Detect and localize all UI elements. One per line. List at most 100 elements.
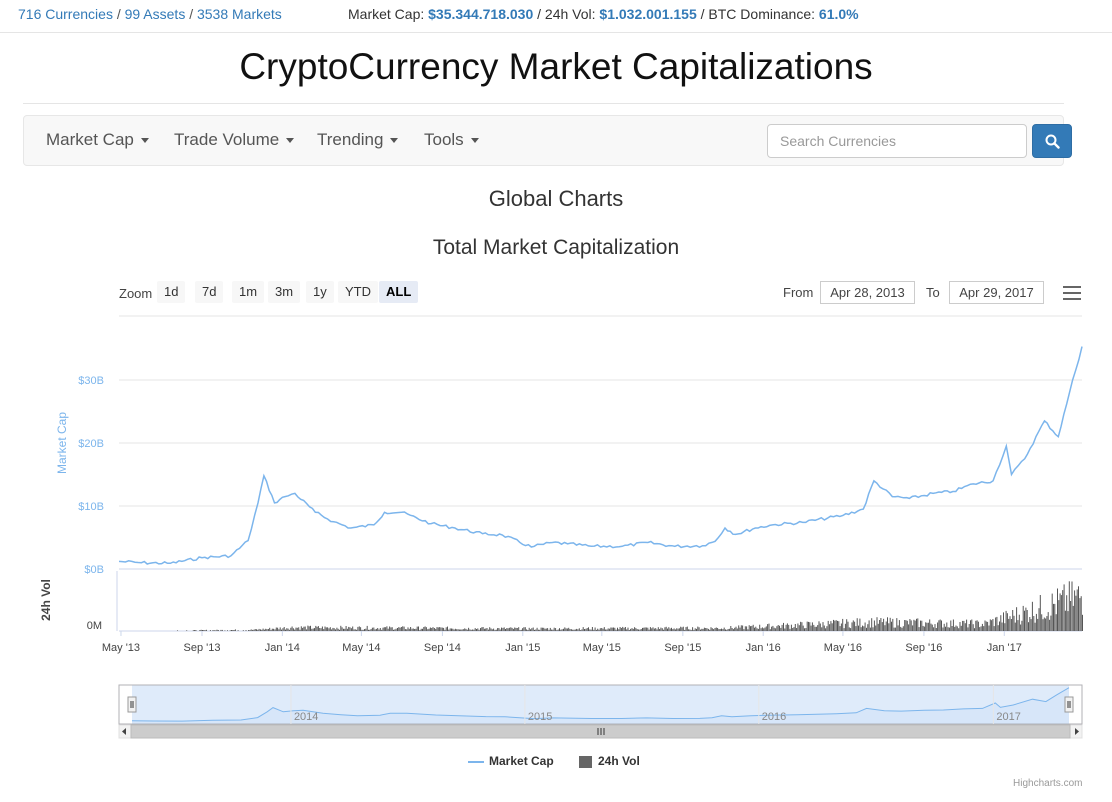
nav-market-cap-dropdown[interactable]: Market Cap [46, 130, 149, 150]
hamburger-menu-icon[interactable] [1063, 286, 1081, 300]
zoom-ytd-button[interactable]: YTD [338, 281, 378, 303]
search-button[interactable] [1032, 124, 1072, 158]
volume-bar [867, 624, 869, 631]
volume-bar [1025, 607, 1027, 631]
volume-bar [213, 630, 215, 631]
volume-bar [1082, 614, 1083, 631]
volume-bar [898, 620, 900, 631]
volume-bar [584, 629, 585, 631]
zoom-1m-button[interactable]: 1m [232, 281, 265, 303]
volume-bar [681, 627, 683, 631]
volume-bar [913, 619, 915, 631]
search-input[interactable] [767, 124, 1027, 158]
nav-trade-volume-dropdown[interactable]: Trade Volume [174, 130, 295, 150]
volume-bar [486, 628, 488, 631]
volume-bar [1068, 581, 1070, 631]
volume-bar [1047, 612, 1049, 631]
currencies-link[interactable]: 716 Currencies [18, 6, 113, 22]
zoom-all-button[interactable]: ALL [379, 281, 419, 303]
volume-bar [233, 630, 235, 631]
volume-bar [897, 625, 899, 631]
volume-bar [465, 628, 467, 631]
btc-dominance-label: / BTC Dominance: [696, 6, 819, 22]
volume-bar [690, 629, 692, 631]
zoom-7d-button[interactable]: 7d [195, 281, 224, 303]
volume-bar [905, 620, 907, 631]
volume-bar [648, 629, 650, 631]
volume-bar [925, 622, 927, 631]
volume-bar [291, 626, 293, 631]
volume-bar [1050, 615, 1052, 631]
volume-bar [565, 628, 567, 631]
volume-bar [1034, 622, 1036, 631]
volume-bar [1042, 619, 1044, 631]
from-date-input[interactable]: Apr 28, 2013 [820, 281, 915, 304]
volume-bar [892, 618, 894, 631]
volume-bar [447, 626, 448, 631]
volume-bar [461, 629, 463, 631]
volume-bar [254, 629, 256, 631]
volume-bar [946, 622, 948, 631]
volume-bar [887, 617, 888, 631]
navigator-area [132, 687, 1069, 724]
volume-bar [377, 628, 379, 631]
navigator-scrollbar[interactable] [118, 724, 1083, 739]
volume-bar [1018, 614, 1020, 631]
volume-bar [469, 629, 471, 631]
volume-bar [693, 629, 695, 631]
zoom-3m-button[interactable]: 3m [268, 281, 301, 303]
volume-bar [1035, 613, 1037, 631]
volume-bar [448, 629, 450, 631]
volume-bar [281, 629, 282, 631]
volume-bar [627, 627, 629, 631]
volume-bar [626, 629, 628, 631]
volume-bar [703, 627, 705, 631]
volume-bar [917, 618, 919, 631]
caret-down-icon [140, 138, 149, 144]
volume-bar [482, 627, 484, 631]
volume-bar [885, 621, 887, 631]
volume-bar [837, 620, 838, 631]
credits-link[interactable]: Highcharts.com [1013, 778, 1083, 789]
volume-bar [511, 627, 513, 631]
nav-trending-dropdown[interactable]: Trending [317, 130, 399, 150]
volume-bar [536, 627, 538, 631]
x-tick-label: Jan '14 [265, 642, 300, 654]
volume-bar [769, 629, 771, 631]
nav-tools-dropdown[interactable]: Tools [424, 130, 479, 150]
zoom-1d-button[interactable]: 1d [157, 281, 186, 303]
to-date-input[interactable]: Apr 29, 2017 [949, 281, 1044, 304]
volume-bar [776, 626, 778, 631]
markets-link[interactable]: 3538 Markets [196, 6, 282, 22]
volume-bar [374, 629, 376, 631]
assets-link[interactable]: 99 Assets [124, 6, 186, 22]
volume-bar [1041, 614, 1043, 631]
legend-market-cap[interactable]: Market Cap [468, 754, 554, 768]
navigator-right-handle[interactable] [1064, 696, 1074, 713]
volume-bar [532, 627, 534, 631]
volume-bar [352, 626, 354, 631]
volume-bar [258, 628, 260, 631]
volume-bar [385, 627, 387, 631]
volume-bar [299, 629, 301, 631]
volume-bar [1031, 601, 1033, 631]
volume-bar [470, 629, 472, 631]
volume-bar [855, 626, 857, 631]
volume-bar [346, 628, 348, 631]
volume-bar [739, 627, 741, 631]
volume-bar [383, 627, 385, 631]
volume-bar [620, 628, 622, 631]
volume-bar [713, 629, 715, 631]
volume-bar [1078, 586, 1079, 631]
legend-volume[interactable]: 24h Vol [579, 754, 640, 768]
volume-bar [294, 629, 296, 631]
volume-bar [718, 629, 720, 631]
volume-bar [866, 627, 867, 631]
volume-bar [1020, 624, 1022, 631]
volume-bar [603, 627, 605, 631]
volume-bar [617, 627, 618, 631]
volume-bar [624, 627, 626, 631]
volume-bar [723, 627, 725, 631]
zoom-1y-button[interactable]: 1y [306, 281, 334, 303]
navigator-left-handle[interactable] [127, 696, 137, 713]
